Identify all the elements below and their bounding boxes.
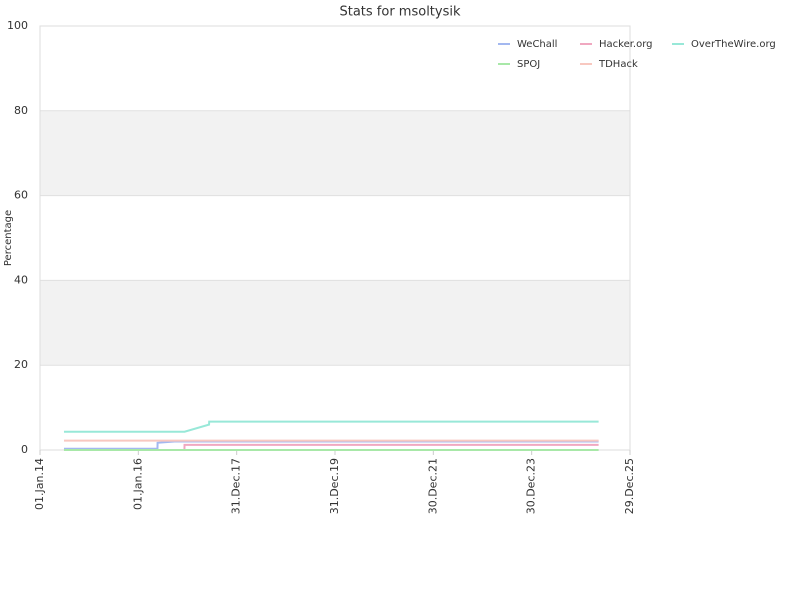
y-tick-label: 80 — [14, 104, 28, 117]
y-axis-label: Percentage — [3, 210, 14, 266]
series-line — [63, 420, 599, 433]
y-tick-label: 20 — [14, 358, 28, 371]
y-tick-label: 40 — [14, 273, 28, 286]
legend-label: TDHack — [598, 59, 638, 70]
x-tick-label: 01.Jan.16 — [131, 458, 144, 510]
x-tick-label: 01.Jan.14 — [33, 458, 46, 510]
legend-label: SPOJ — [517, 59, 540, 70]
y-tick-label: 0 — [21, 443, 28, 456]
x-tick-label: 31.Dec.17 — [230, 458, 243, 514]
grid-band — [40, 110, 630, 196]
legend-label: Hacker.org — [599, 39, 653, 50]
y-tick-label: 100 — [7, 19, 28, 32]
x-tick-label: 29.Dec.25 — [623, 458, 636, 514]
chart-title: Stats for msoltysik — [339, 5, 461, 20]
x-tick-label: 31.Dec.19 — [328, 458, 341, 514]
plot-border — [39, 25, 631, 451]
grid-band — [40, 280, 630, 366]
y-tick-label: 60 — [14, 189, 28, 202]
x-tick-label: 30.Dec.23 — [525, 458, 538, 514]
legend-label: WeChall — [517, 39, 557, 50]
legend-label: OverTheWire.org — [691, 39, 776, 50]
x-tick-label: 30.Dec.21 — [426, 458, 439, 514]
